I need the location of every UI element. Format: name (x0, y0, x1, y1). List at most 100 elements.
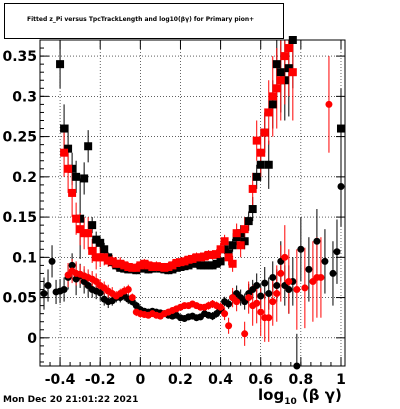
data-point-circle (317, 273, 325, 281)
data-point-circle (273, 282, 281, 290)
data-point-square (200, 261, 209, 270)
data-point-square (188, 254, 197, 263)
data-point-square (196, 253, 205, 262)
data-point-square (220, 245, 229, 254)
data-point-square (244, 217, 253, 226)
data-point-square (256, 148, 265, 157)
data-point-circle (269, 273, 277, 281)
data-point-circle (337, 182, 345, 190)
data-point-circle (48, 257, 56, 265)
data-point-square (200, 252, 209, 261)
data-point-square (88, 221, 97, 230)
x-tick-label: 0.2 (168, 372, 193, 388)
data-point-circle (257, 292, 265, 300)
data-point-circle (225, 300, 233, 308)
data-point-circle (261, 279, 269, 287)
data-point-square (108, 257, 117, 266)
data-point-square (276, 68, 285, 77)
data-point-square (236, 229, 245, 238)
data-point-circle (321, 257, 329, 265)
data-point-square (252, 172, 261, 181)
data-point-circle (96, 289, 104, 297)
x-tick-label: 0 (135, 372, 145, 388)
data-point-square (64, 144, 73, 153)
data-point-square (144, 261, 153, 270)
data-point-square (192, 253, 201, 262)
data-point-square (176, 262, 185, 271)
data-point-square (176, 258, 185, 267)
y-tick-label: 0.35 (2, 49, 37, 65)
data-point-square (228, 241, 237, 250)
data-point-square (228, 259, 237, 268)
y-tick-label: 0.2 (12, 170, 37, 186)
data-point-square (68, 164, 77, 173)
data-point-circle (313, 237, 321, 245)
data-point-square (88, 246, 97, 255)
data-point-square (232, 233, 241, 242)
x-axis-label-main: log (258, 386, 285, 404)
data-point-square (168, 265, 177, 274)
chart-title-box: Fitted z_Pi versus TpcTrackLength and lo… (4, 3, 284, 39)
data-point-circle (257, 308, 265, 316)
data-point-square (148, 262, 157, 271)
y-tick-label: 0 (27, 331, 37, 347)
data-point-square (168, 261, 177, 270)
x-axis-label: log10 (β γ) (258, 386, 342, 407)
data-point-circle (325, 100, 333, 108)
data-point-square (248, 205, 257, 214)
x-tick-label: 0.4 (208, 372, 233, 388)
data-point-square (224, 253, 233, 262)
data-point-circle (285, 286, 293, 294)
data-point-circle (293, 286, 301, 294)
data-point-square (184, 255, 193, 264)
data-point-circle (245, 294, 253, 302)
y-tick-label: 0.05 (2, 291, 37, 307)
data-point-circle (273, 290, 281, 298)
data-point-circle (225, 322, 233, 330)
chart-title: Fitted z_Pi versus TpcTrackLength and lo… (27, 16, 255, 23)
data-point-square (204, 250, 213, 259)
data-point-square (224, 249, 233, 258)
plot-frame (39, 39, 346, 367)
data-point-square (252, 136, 261, 145)
data-point-square (140, 259, 149, 268)
data-point-square (188, 258, 197, 267)
data-point-square (272, 84, 281, 93)
data-point-square (268, 100, 277, 109)
x-tick-label: -0.4 (45, 372, 76, 388)
data-point-circle (60, 286, 68, 294)
data-point-circle (285, 277, 293, 285)
data-point-square (236, 241, 245, 250)
data-point-square (92, 235, 101, 244)
data-point-square (76, 225, 85, 234)
data-point-square (144, 265, 153, 274)
data-point-square (72, 172, 81, 181)
data-point-circle (68, 261, 76, 269)
y-tick-label: 0.3 (12, 89, 37, 105)
data-point-square (196, 261, 205, 270)
data-point-circle (265, 314, 273, 322)
data-point-square (72, 214, 81, 223)
x-axis-label-tail: (β γ) (296, 386, 342, 404)
data-point-circle (124, 286, 132, 294)
tick-layer (39, 40, 345, 366)
data-point-square (280, 76, 289, 85)
tick-label-layer: -0.4 -0.2 0 0.2 0.4 0.6 0.8 1 0 0.05 0.1 0.15 0.2 0.2… (2, 49, 345, 388)
data-point-square (264, 160, 273, 169)
data-point-square (84, 142, 93, 151)
timestamp-footer: Mon Dec 20 21:01:22 2021 (3, 395, 139, 405)
data-point-square (96, 253, 105, 262)
data-point-square (264, 108, 273, 117)
x-tick-label: 0.8 (288, 372, 313, 388)
data-point-square (80, 229, 89, 238)
data-point-circle (128, 294, 136, 302)
data-point-square (280, 52, 289, 61)
marker-layer (40, 36, 345, 370)
data-point-circle (253, 299, 261, 307)
data-point-square (192, 259, 201, 268)
data-point-square (56, 60, 65, 69)
data-point-square (84, 229, 93, 238)
y-tick-label: 0.15 (2, 210, 37, 226)
data-point-square (220, 237, 229, 246)
